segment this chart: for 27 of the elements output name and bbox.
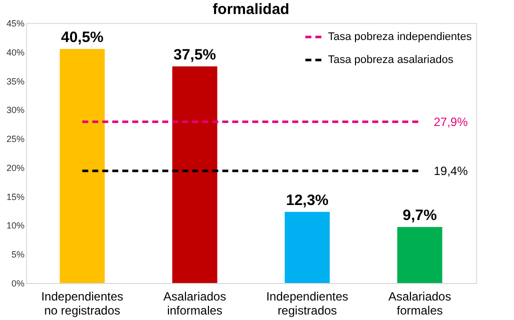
y-tick-label: 15% <box>6 192 24 202</box>
x-tick-label: Independientes no registrados <box>41 290 124 318</box>
bar <box>397 226 442 283</box>
y-tick-label: 10% <box>6 220 24 231</box>
data-label: 19,4% <box>434 164 468 178</box>
x-tick-label: Asalariados informales <box>163 290 226 318</box>
y-tick-label: 0% <box>11 278 24 288</box>
data-label: 37,5% <box>173 46 216 64</box>
x-tick-label: Independientes registrados <box>266 290 348 318</box>
x-tick-label: Asalariados formales <box>388 290 452 318</box>
data-label: 27,9% <box>434 114 468 129</box>
data-label: 9,7% <box>402 206 437 224</box>
y-tick-label: 5% <box>11 250 24 260</box>
y-tick-label: 30% <box>6 105 24 116</box>
bar <box>284 212 330 283</box>
y-tick-label: 20% <box>6 162 24 173</box>
data-label: 12,3% <box>286 192 329 209</box>
y-tick-label: 35% <box>6 76 24 86</box>
legend-label: Tasa pobreza asalariados <box>328 54 454 66</box>
bar <box>172 66 218 283</box>
y-tick-label: 40% <box>6 47 24 58</box>
legend-label: Tasa pobreza independientes <box>328 31 472 43</box>
bar <box>60 49 105 283</box>
data-label: 40,5% <box>60 29 104 46</box>
chart-title: formalidad <box>212 1 290 18</box>
y-tick-label: 25% <box>6 134 24 144</box>
y-tick-label: 45% <box>6 18 24 28</box>
